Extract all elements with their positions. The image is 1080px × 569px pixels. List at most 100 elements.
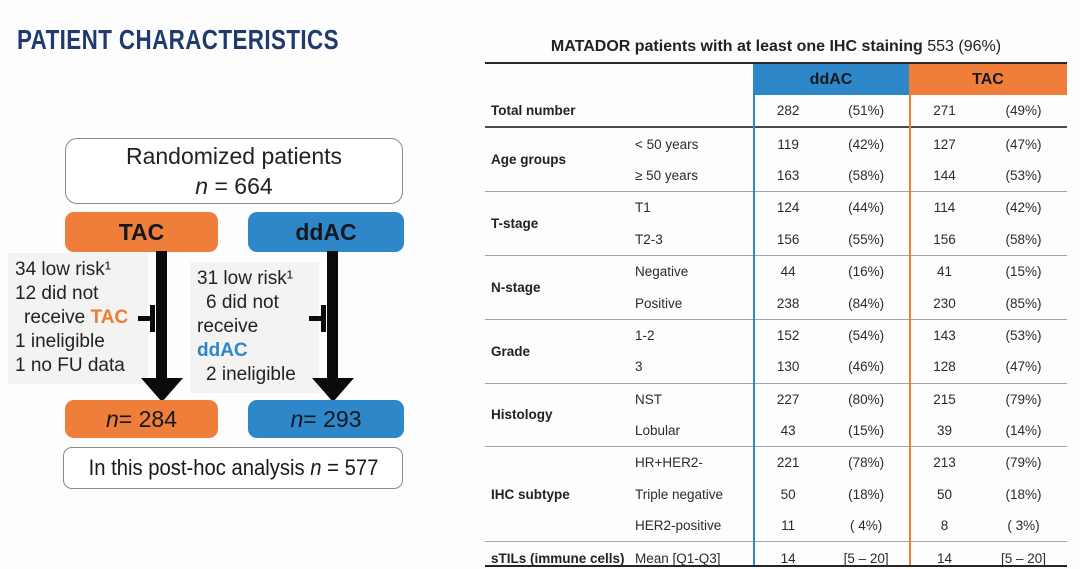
table-group-grade: Grade 1-2 152 (54%) 143 (53%) 3 130 (46%) 128 (47%… (485, 318, 1067, 383)
flow-box-summary: In this post-hoc analysis n = 577 (63, 447, 403, 489)
cell-tac: 50 (18%) (909, 479, 1067, 510)
cell-value: 14 (780, 550, 796, 566)
cell-percent: (18%) (1005, 486, 1042, 502)
cell-percent: (79%) (1005, 391, 1042, 407)
row-sub-label: Mean [Q1-Q3] (635, 550, 721, 566)
cell-percent: (49%) (1005, 103, 1042, 119)
table-group-stils-immune-cells: sTILs (immune cells) Mean [Q1-Q3] 14 [5 – 2… (485, 541, 1067, 569)
cell-value: 44 (780, 264, 796, 280)
cell-ddac: 238 (84%) (753, 287, 909, 318)
table-group-ihc-subtype: IHC subtype HR+HER2- 221 (78%) 213 (79%) Tripl… (485, 446, 1067, 541)
cell-ddac: 44 (16%) (753, 256, 909, 287)
cell-value: 163 (776, 167, 800, 183)
row-sub-label: Positive (635, 295, 683, 311)
tac-arm-label: TAC (118, 218, 165, 245)
cell-tac: 114 (42%) (909, 192, 1067, 223)
cell-percent: (54%) (848, 327, 885, 343)
cell-value: 143 (933, 327, 956, 343)
cell-value: 152 (776, 327, 800, 343)
cell-ddac: 11 ( 4%) (753, 510, 909, 541)
cell-tac: 144 (53%) (909, 160, 1067, 191)
cell-value: 230 (933, 295, 956, 311)
row-sub-label: 3 (635, 359, 643, 375)
cell-percent: ( 3%) (1007, 518, 1040, 534)
row-group-label: Histology (491, 407, 553, 423)
characteristics-table: MATADOR patients with at least one IHC s… (485, 38, 1067, 569)
cell-value: 128 (933, 359, 956, 375)
cell-tac: 215 (79%) (909, 384, 1067, 415)
row-sub-label (635, 95, 753, 126)
ddac-highlight: ddAC (197, 340, 248, 361)
cell-ddac: 282 (51%) (753, 95, 909, 126)
flow-box-tac-arm: TAC (65, 212, 218, 252)
flow-box-n-tac: n = 284 (65, 400, 218, 438)
cell-value: 114 (933, 200, 956, 216)
cell-ddac: 163 (58%) (753, 160, 909, 191)
cell-percent: [5 – 20] (1001, 550, 1047, 566)
cell-ddac: 124 (44%) (753, 192, 909, 223)
table-header-row: ddAC TAC (485, 64, 1067, 95)
cell-tac: 8 ( 3%) (909, 510, 1067, 541)
cell-value: 124 (776, 200, 800, 216)
cell-percent: (14%) (1005, 423, 1042, 439)
cell-value: 11 (781, 518, 796, 534)
cell-percent: (58%) (1005, 231, 1042, 247)
cell-percent: (15%) (1005, 264, 1042, 280)
flow-box-n-ddac: n = 293 (248, 400, 404, 438)
cell-value: 221 (776, 455, 800, 471)
cell-value: 130 (776, 359, 800, 375)
cell-percent: (58%) (848, 167, 885, 183)
cell-percent: (79%) (1005, 455, 1042, 471)
row-sub-label: Triple negative (635, 486, 724, 502)
cell-value: 215 (933, 391, 956, 407)
cell-percent: (16%) (848, 264, 885, 280)
row-sub-label: Lobular (635, 423, 681, 439)
arrow-down-tac (156, 251, 167, 381)
table-title: MATADOR patients with at least one IHC s… (550, 38, 1002, 55)
cell-value: 144 (933, 167, 956, 183)
cell-value: 271 (933, 103, 956, 119)
cell-percent: (44%) (848, 200, 885, 216)
cell-percent: (78%) (848, 455, 885, 471)
cell-ddac: 50 (18%) (753, 479, 909, 510)
cell-percent: (46%) (848, 359, 885, 375)
row-group-label: IHC subtype (491, 486, 570, 502)
row-sub-label: T1 (635, 200, 651, 216)
table-body: Total number 282 (51%) 271 (49%) Age groups < … (485, 95, 1067, 569)
arrow-down-ddac (327, 251, 338, 381)
cell-percent: (42%) (848, 136, 885, 152)
table-group-age-groups: Age groups < 50 years 119 (42%) 127 (47%) ≥ 50… (485, 128, 1067, 191)
table-group-total-number: Total number 282 (51%) 271 (49%) (485, 95, 1067, 129)
cell-value: 39 (937, 423, 953, 439)
cell-value: 156 (776, 231, 800, 247)
connector-cap-ddac (321, 305, 326, 332)
cell-value: 14 (937, 550, 953, 566)
divider-line-tac (909, 95, 911, 565)
table-group-n-stage: N-stage Negative 44 (16%) 41 (15%) Positive 238… (485, 254, 1067, 319)
cell-tac: 230 (85%) (909, 287, 1067, 318)
row-sub-label: HER2-positive (635, 518, 722, 534)
cell-tac: 127 (47%) (909, 128, 1067, 159)
row-sub-label: NST (635, 391, 662, 407)
cell-ddac: 221 (78%) (753, 447, 909, 478)
table-body-frame: ddAC TAC Total number 282 (51%) 271 (49%) Age… (485, 62, 1067, 567)
cell-percent: (18%) (848, 486, 885, 502)
cell-tac: 39 (14%) (909, 415, 1067, 446)
cell-value: 50 (780, 486, 796, 502)
cell-tac: 41 (15%) (909, 256, 1067, 287)
cell-value: 156 (933, 231, 956, 247)
table-group-t-stage: T-stage T1 124 (44%) 114 (42%) T2-3 156 (55%) 156… (485, 191, 1067, 255)
cell-tac: 271 (49%) (909, 95, 1067, 126)
page-title: PATIENT CHARACTERISTICS (17, 24, 339, 55)
column-header-tac: TAC (909, 64, 1067, 95)
flow-box-randomized: Randomized patients n = 664 (65, 138, 403, 204)
cell-tac: 128 (47%) (909, 351, 1067, 382)
cell-value: 127 (933, 136, 956, 152)
cell-ddac: 119 (42%) (753, 128, 909, 159)
cell-ddac: 43 (15%) (753, 415, 909, 446)
cell-percent: (85%) (1005, 295, 1042, 311)
cell-ddac: 130 (46%) (753, 351, 909, 382)
randomized-label: Randomized patients (125, 143, 343, 169)
cell-percent: (42%) (1005, 200, 1042, 216)
